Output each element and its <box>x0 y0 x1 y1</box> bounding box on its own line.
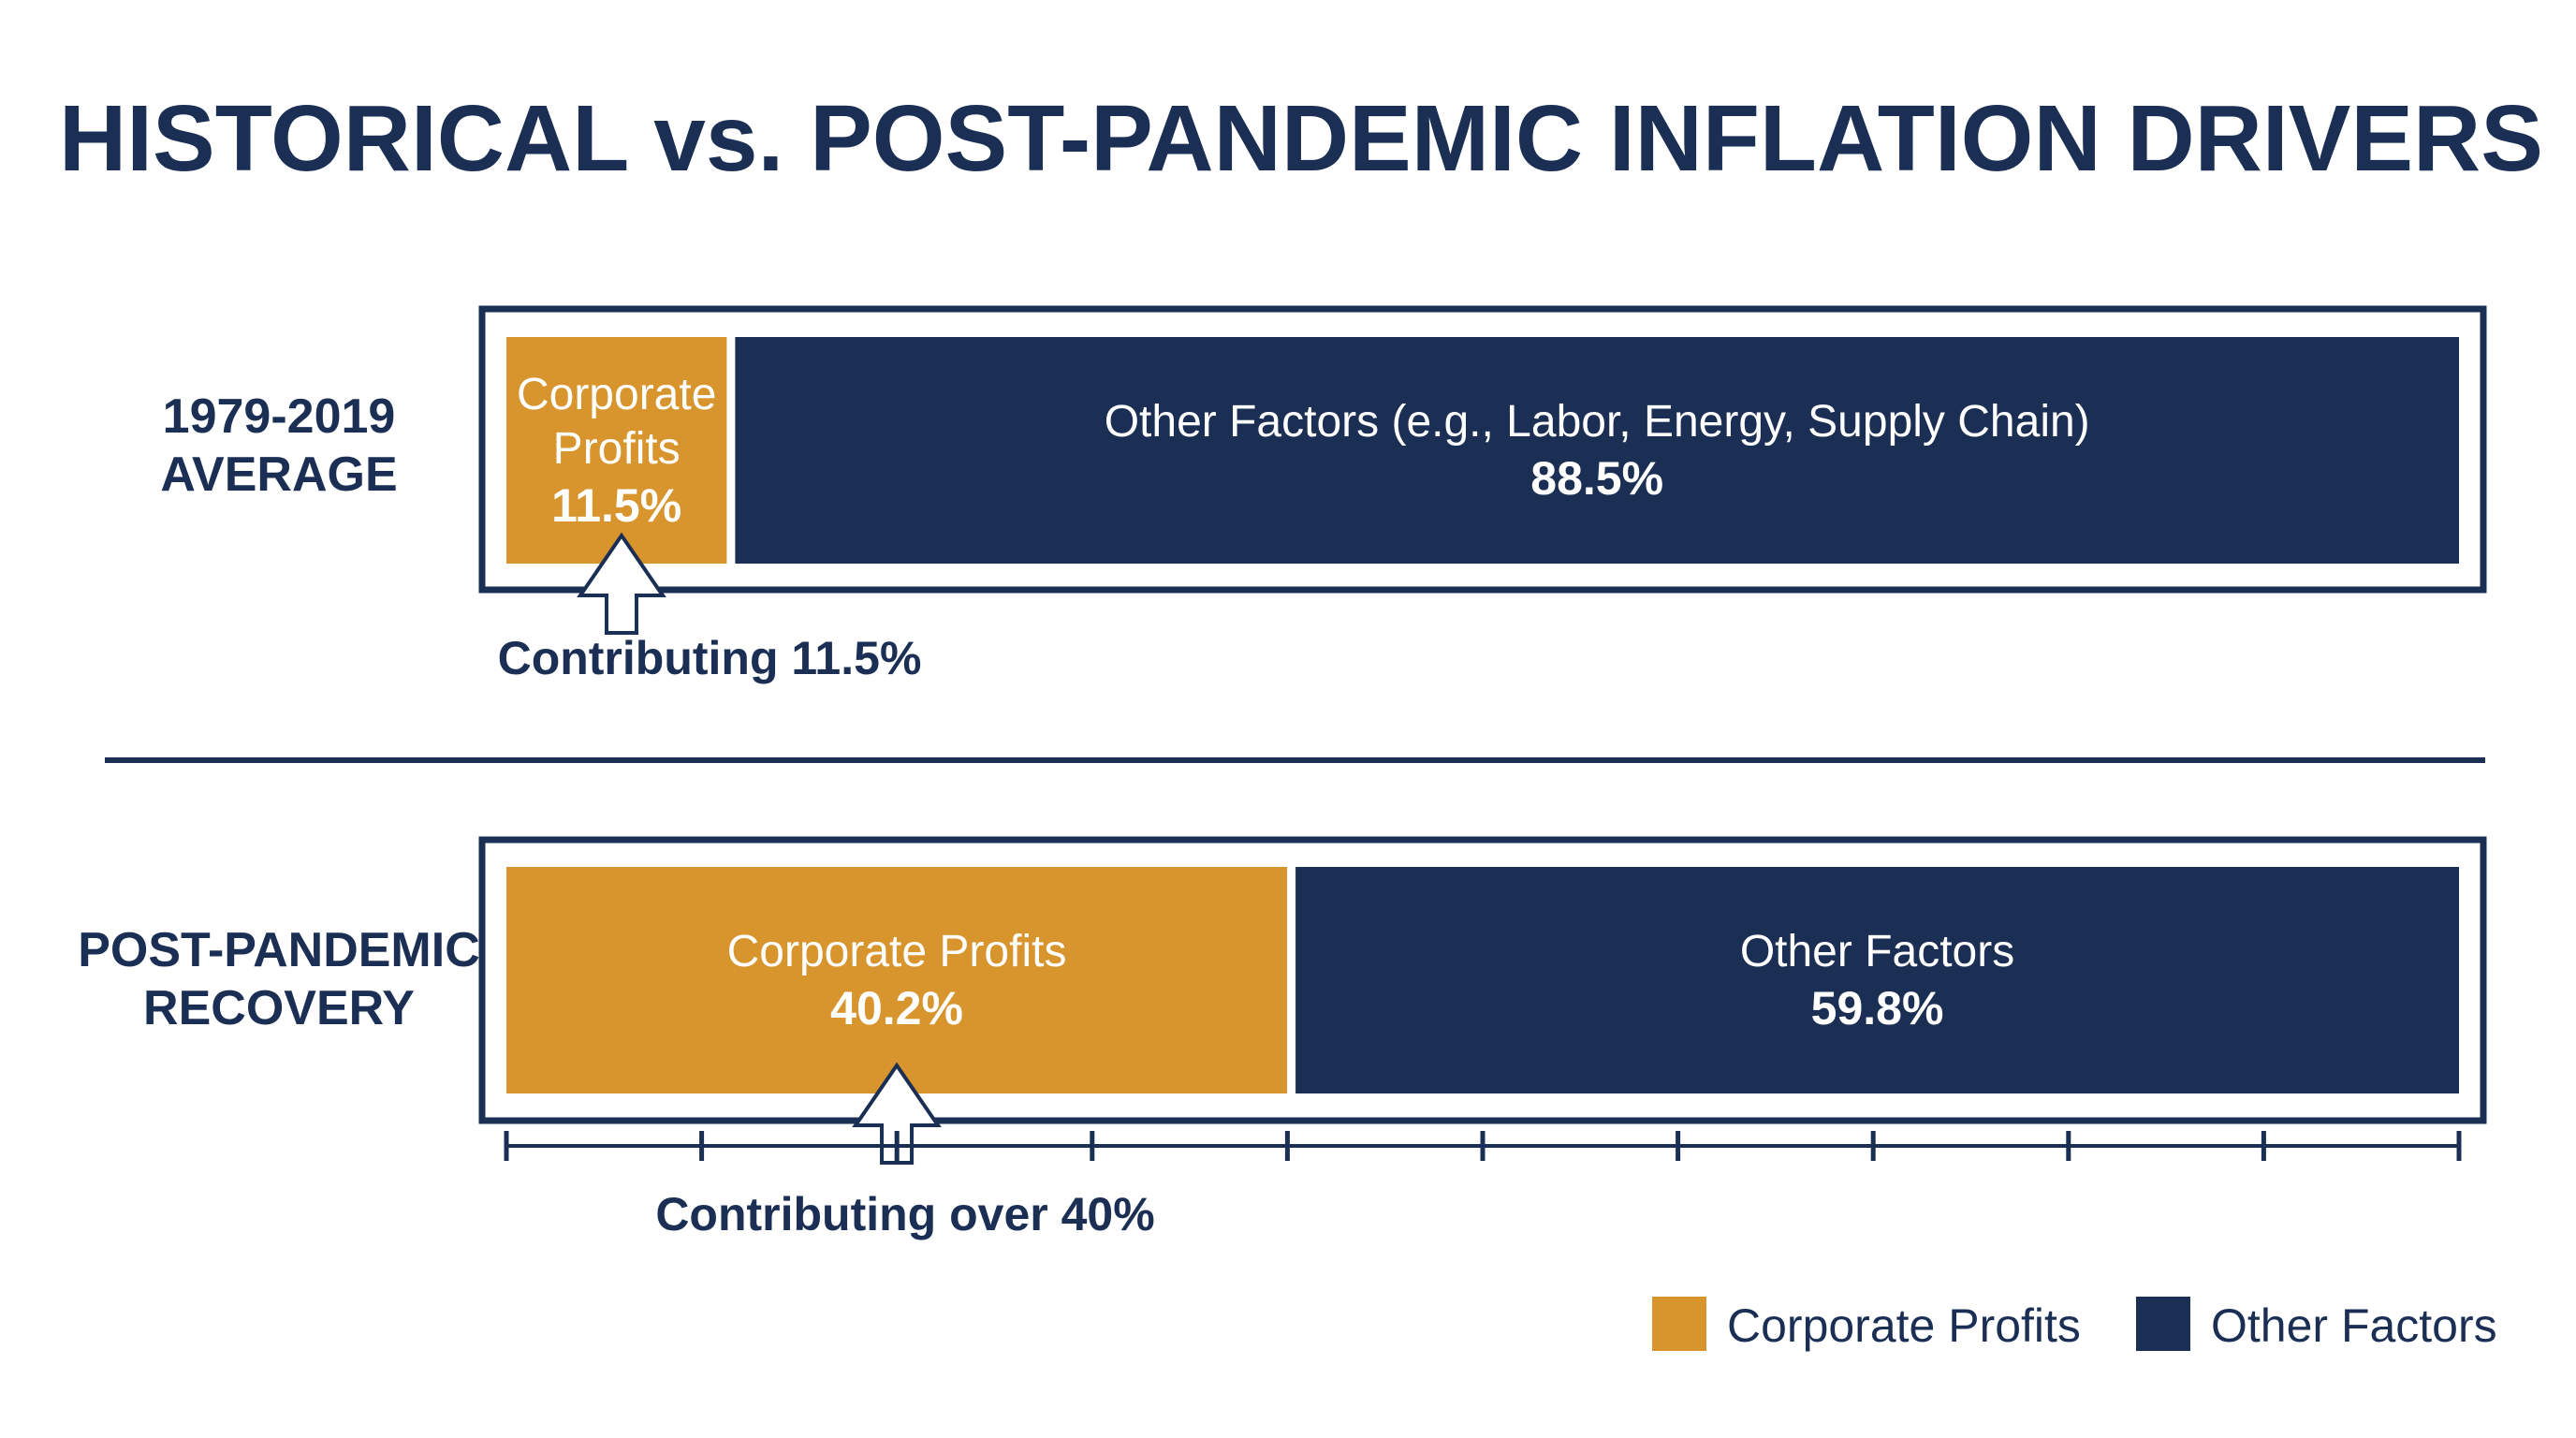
row-frame <box>478 836 2487 1124</box>
bar-other-factors <box>1295 867 2459 1093</box>
annotation-label: Contributing 11.5% <box>498 632 922 684</box>
row-label-line: 1979-2019 <box>163 389 396 444</box>
legend-item-other-factors: Other Factors <box>2136 1297 2497 1352</box>
chart-title: HISTORICAL vs. POST-PANDEMIC INFLATION D… <box>59 86 2543 191</box>
row-label: 1979-2019 AVERAGE <box>160 389 397 502</box>
segment-label: Profits <box>553 424 681 474</box>
annotation-label: Contributing over 40% <box>655 1188 1154 1240</box>
legend-item-corporate-profits: Corporate Profits <box>1652 1297 2081 1352</box>
bar-corporate-profits <box>506 867 1288 1093</box>
legend-swatch <box>2136 1297 2190 1351</box>
x-axis <box>504 1131 2462 1161</box>
segment-label: Other Factors (e.g., Labor, Energy, Supp… <box>1105 397 2090 447</box>
data-label: 88.5% <box>1530 452 1663 505</box>
data-label: 40.2% <box>830 982 963 1034</box>
data-label: 59.8% <box>1811 982 1944 1034</box>
row-label: POST-PANDEMIC RECOVERY <box>78 923 480 1035</box>
row-label-line: AVERAGE <box>160 448 397 502</box>
legend-swatch <box>1652 1297 1706 1351</box>
legend-label: Corporate Profits <box>1727 1299 2081 1352</box>
segment-label: Corporate Profits <box>727 927 1067 976</box>
row-frame <box>478 305 2487 594</box>
data-label: 11.5% <box>551 479 681 532</box>
row-label-line: RECOVERY <box>143 981 415 1035</box>
legend-label: Other Factors <box>2211 1299 2497 1352</box>
segment-label: Other Factors <box>1740 927 2014 976</box>
bar-corporate-profits <box>506 337 727 564</box>
annotation-arrow-icon <box>577 532 666 635</box>
row-2: POST-PANDEMIC RECOVERY Corporate Profits 40… <box>78 836 2487 1240</box>
bar-other-factors <box>735 337 2459 564</box>
segment-label: Corporate <box>517 370 716 419</box>
row-label-line: POST-PANDEMIC <box>78 923 480 977</box>
annotation-arrow-icon <box>852 1062 942 1165</box>
legend: Corporate Profits Other Factors <box>1652 1297 2497 1352</box>
